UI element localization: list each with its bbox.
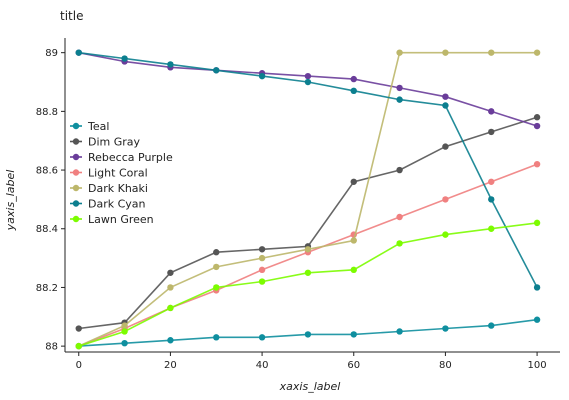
data-point-teal <box>488 322 494 328</box>
legend-swatch-marker <box>73 169 79 175</box>
data-point-dim-gray <box>351 179 357 185</box>
data-point-teal <box>167 337 173 343</box>
data-point-light-coral <box>442 196 448 202</box>
data-point-teal <box>121 340 127 346</box>
data-point-lawn-green <box>534 220 540 226</box>
data-point-dim-gray <box>167 270 173 276</box>
data-point-dim-gray <box>442 143 448 149</box>
data-point-dark-khaki <box>442 49 448 55</box>
data-point-rebecca-purple <box>488 108 494 114</box>
data-point-light-coral <box>534 161 540 167</box>
data-point-lawn-green <box>351 267 357 273</box>
y-tick-label: 89 <box>45 48 58 59</box>
data-point-light-coral <box>259 267 265 273</box>
chart-title: title <box>60 9 83 23</box>
y-tick-label: 88 <box>45 342 58 353</box>
data-point-lawn-green <box>259 278 265 284</box>
data-point-teal <box>259 334 265 340</box>
data-point-teal <box>213 334 219 340</box>
legend-label: Dark Cyan <box>88 198 146 211</box>
data-point-teal <box>305 331 311 337</box>
legend-label: Dim Gray <box>88 136 141 149</box>
data-point-teal <box>534 317 540 323</box>
data-point-light-coral <box>488 179 494 185</box>
data-point-dark-cyan <box>213 67 219 73</box>
y-tick-label: 88.4 <box>36 224 58 235</box>
legend-label: Light Coral <box>88 167 148 180</box>
data-point-dark-cyan <box>351 88 357 94</box>
y-tick-label: 88.2 <box>36 283 58 294</box>
data-point-dark-cyan <box>121 55 127 61</box>
data-point-dark-cyan <box>76 49 82 55</box>
data-point-dark-khaki <box>351 237 357 243</box>
data-point-dark-khaki <box>121 322 127 328</box>
x-tick-label: 0 <box>76 360 82 371</box>
data-point-dark-khaki <box>213 264 219 270</box>
data-point-lawn-green <box>213 284 219 290</box>
data-point-dark-cyan <box>167 61 173 67</box>
y-tick-label: 88.8 <box>36 107 58 118</box>
legend-swatch-marker <box>73 216 79 222</box>
data-point-dark-cyan <box>488 196 494 202</box>
data-point-dim-gray <box>534 114 540 120</box>
data-point-dim-gray <box>488 129 494 135</box>
data-point-lawn-green <box>396 240 402 246</box>
legend-swatch-marker <box>73 185 79 191</box>
data-point-lawn-green <box>442 231 448 237</box>
data-point-lawn-green <box>121 328 127 334</box>
legend-swatch-marker <box>73 200 79 206</box>
data-point-dark-khaki <box>396 49 402 55</box>
data-point-rebecca-purple <box>351 76 357 82</box>
data-point-dim-gray <box>396 167 402 173</box>
data-point-teal <box>442 325 448 331</box>
x-tick-label: 20 <box>164 360 177 371</box>
data-point-dark-khaki <box>305 246 311 252</box>
data-point-teal <box>351 331 357 337</box>
data-point-dark-cyan <box>534 284 540 290</box>
data-point-dark-cyan <box>396 96 402 102</box>
data-point-dark-khaki <box>167 284 173 290</box>
data-point-dim-gray <box>259 246 265 252</box>
data-point-dim-gray <box>76 325 82 331</box>
data-point-rebecca-purple <box>534 123 540 129</box>
x-axis-label: xaxis_label <box>279 380 341 393</box>
legend-label: Teal <box>87 120 109 133</box>
x-tick-label: 40 <box>256 360 269 371</box>
y-tick-label: 88.6 <box>36 166 58 177</box>
data-point-lawn-green <box>76 343 82 349</box>
data-point-dark-cyan <box>259 73 265 79</box>
x-tick-label: 100 <box>528 360 547 371</box>
x-tick-label: 60 <box>347 360 360 371</box>
legend-swatch-marker <box>73 154 79 160</box>
data-point-lawn-green <box>488 226 494 232</box>
data-point-rebecca-purple <box>305 73 311 79</box>
data-point-rebecca-purple <box>442 93 448 99</box>
y-axis-label: yaxis_label <box>4 170 17 232</box>
data-point-lawn-green <box>167 305 173 311</box>
data-point-dark-cyan <box>442 102 448 108</box>
data-point-teal <box>396 328 402 334</box>
data-point-dark-khaki <box>488 49 494 55</box>
legend-label: Rebecca Purple <box>88 151 173 164</box>
x-tick-label: 80 <box>439 360 452 371</box>
data-point-dark-cyan <box>305 79 311 85</box>
legend-label: Lawn Green <box>88 213 154 226</box>
data-point-dark-khaki <box>259 255 265 261</box>
data-point-dim-gray <box>213 249 219 255</box>
legend-label: Dark Khaki <box>88 182 148 195</box>
data-point-lawn-green <box>305 270 311 276</box>
data-point-rebecca-purple <box>396 85 402 91</box>
legend-swatch-marker <box>73 123 79 129</box>
data-point-light-coral <box>396 214 402 220</box>
legend-swatch-marker <box>73 138 79 144</box>
data-point-dark-khaki <box>534 49 540 55</box>
